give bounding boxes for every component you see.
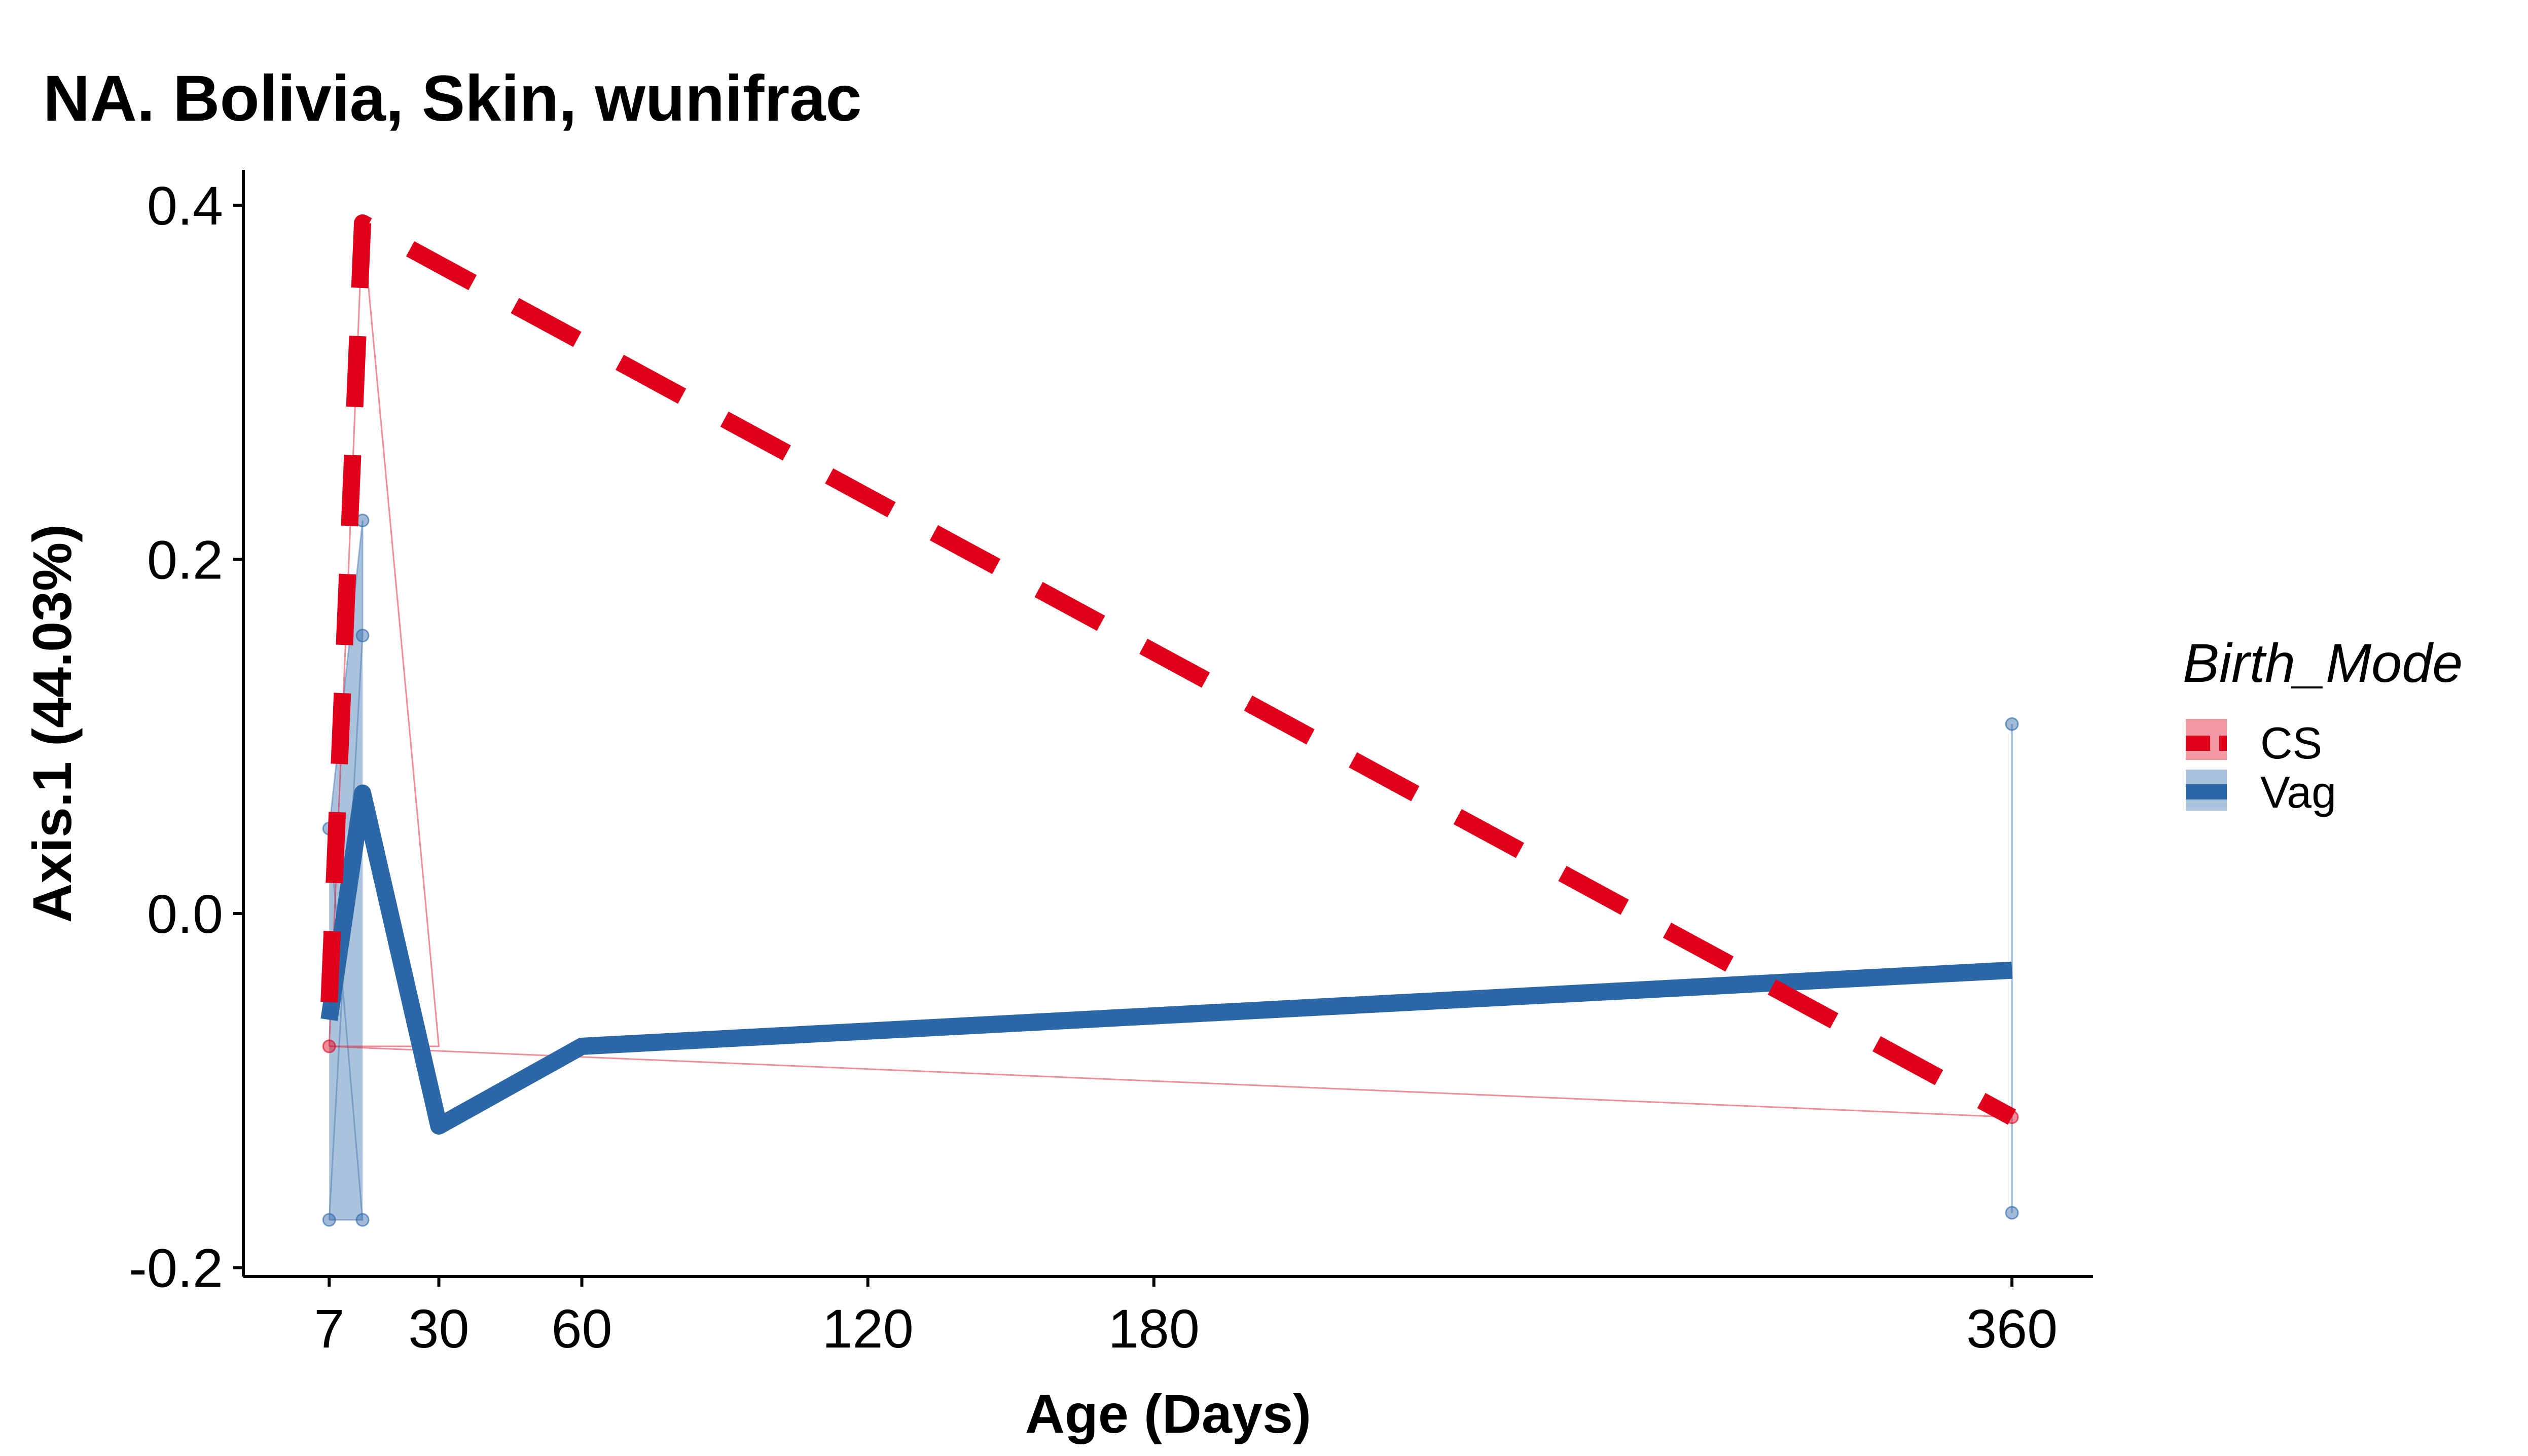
chart-title: NA. Bolivia, Skin, wunifrac	[43, 62, 862, 135]
x-tick-label-0: 7	[314, 1298, 344, 1359]
x-tick-label-2: 60	[551, 1298, 612, 1359]
plot-area	[320, 214, 2019, 1227]
series-vag-mean-line	[320, 784, 2013, 1135]
x-tick-label-4: 180	[1108, 1298, 1200, 1359]
y-tick-label-2: 0.2	[147, 529, 223, 590]
y-tick-label-3: 0.4	[147, 175, 223, 236]
x-axis-title: Age (Days)	[1025, 1383, 1311, 1444]
x-tick-label-5: 360	[1966, 1298, 2057, 1359]
y-axis-title: Axis.1 (44.03%)	[21, 524, 83, 923]
legend-label-vag: Vag	[2260, 767, 2336, 817]
series-vag-point-4	[355, 1213, 370, 1227]
series-cs-mean-line	[320, 214, 2016, 1125]
legend-item-cs: CS	[2186, 718, 2322, 768]
series-cs-point-0	[322, 1039, 336, 1053]
series-vag-point-3	[355, 629, 370, 643]
legend: Birth_Mode CS Vag	[2183, 632, 2463, 817]
x-ticks: 7 30 60 120 180 360	[314, 1277, 2057, 1359]
y-tick-label-1: 0.0	[147, 883, 223, 944]
x-tick-label-3: 120	[822, 1298, 914, 1359]
series-vag-point-5	[2005, 717, 2019, 731]
legend-label-cs: CS	[2260, 718, 2322, 768]
x-tick-label-1: 30	[408, 1298, 469, 1359]
legend-title: Birth_Mode	[2183, 632, 2463, 694]
y-ticks: -0.2 0.0 0.2 0.4	[129, 175, 243, 1299]
legend-item-vag: Vag	[2186, 767, 2336, 817]
y-tick-label-0: -0.2	[129, 1237, 223, 1299]
series-vag-point-1	[322, 1213, 336, 1227]
series-vag-point-6	[2005, 1206, 2019, 1220]
